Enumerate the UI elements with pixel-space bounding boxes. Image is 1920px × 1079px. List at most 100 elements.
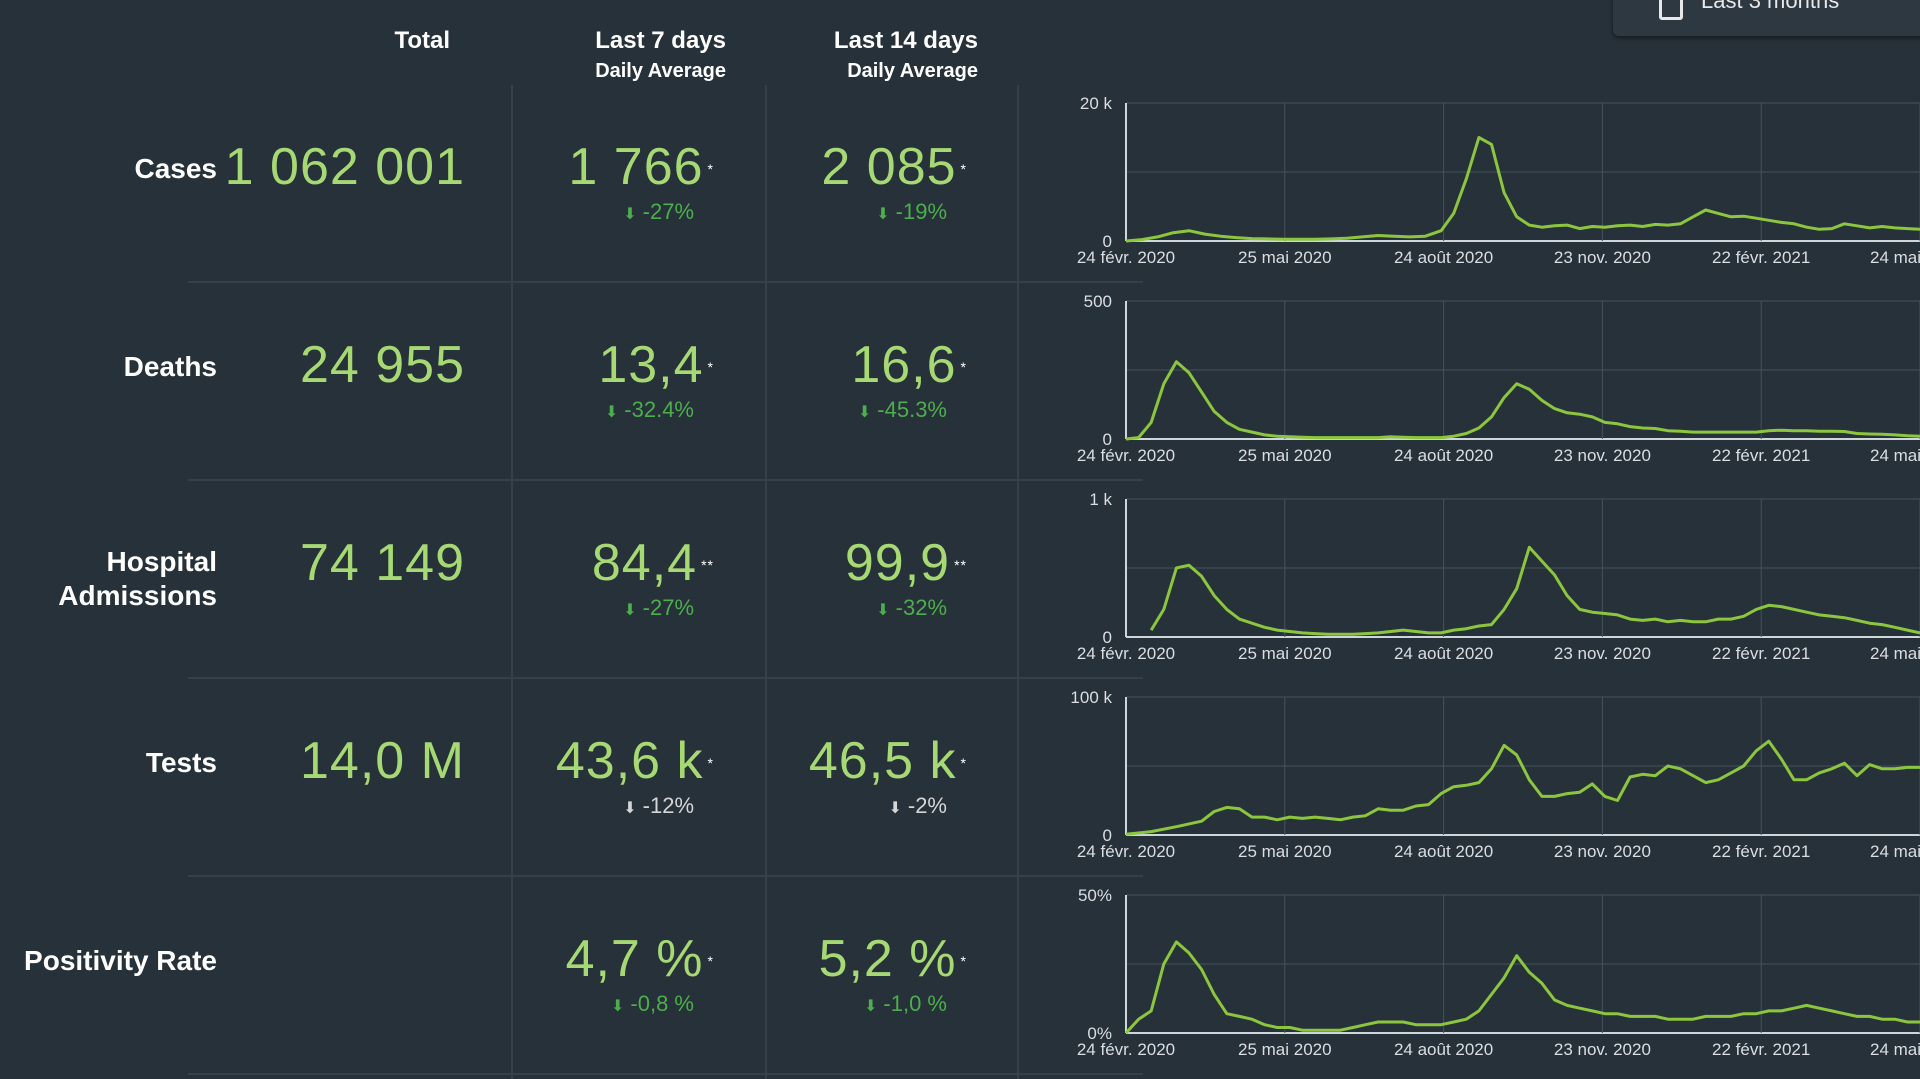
change-percent: -27% [642, 595, 694, 620]
change-percent: -12% [642, 793, 694, 818]
arrow-down-icon: ⬇ [888, 800, 902, 817]
last7-change: ⬇ -12% [623, 793, 694, 822]
last14-average-value: 2 085 * [821, 137, 967, 197]
change-percent: -19% [895, 199, 947, 224]
column-divider [1017, 85, 1019, 1079]
metric-label-line2: Admissions [58, 580, 217, 611]
x-tick-label: 22 févr. 2021 [1712, 446, 1810, 465]
series-line [1125, 739, 1920, 836]
metric-label: Deaths [124, 350, 217, 384]
metric-label-line1: Hospital [106, 546, 217, 577]
last7-change: ⬇ -27% [623, 595, 694, 624]
y-tick-label: 1 k [1089, 490, 1112, 509]
row-divider [188, 479, 1143, 481]
last14-average-value: 99,9 ** [845, 533, 967, 593]
y-tick-label: 0 [1103, 628, 1112, 647]
last14-change: ⬇ -2% [888, 793, 947, 822]
last-3-months-checkbox[interactable] [1659, 0, 1683, 20]
change-percent: -27% [642, 199, 694, 224]
change-percent: -32% [895, 595, 947, 620]
average-number: 1 766 [568, 138, 704, 196]
x-tick-label: 23 nov. 2020 [1554, 1040, 1651, 1059]
x-tick-label: 24 août 2020 [1394, 644, 1493, 663]
y-tick-label: 0% [1087, 1024, 1112, 1043]
x-tick-label: 25 mai 2020 [1238, 1040, 1332, 1059]
average-number: 13,4 [598, 336, 704, 394]
last14-average-value: 16,6 * [851, 335, 967, 395]
line-chart-svg: 24 févr. 2020 25 mai 2020 24 août 2020 23 n… [1070, 688, 1920, 861]
last7-average-value: 1 766 * [568, 137, 714, 197]
trend-chart: 24 févr. 2020 25 mai 2020 24 août 2020 23 n… [1060, 481, 1920, 663]
last14-average-value: 5,2 % * [819, 929, 967, 989]
average-number: 46,5 k [808, 732, 957, 790]
average-number: 84,4 [591, 534, 698, 592]
average-number: 5,2 % [818, 930, 957, 988]
metric-label: Cases [134, 152, 217, 186]
series-line [1124, 940, 1920, 1035]
metric-label-line1: Positivity Rate [24, 945, 217, 976]
last7-change: ⬇ -27% [623, 199, 694, 228]
trend-chart: 24 févr. 2020 25 mai 2020 24 août 2020 23 n… [1060, 877, 1920, 1059]
x-tick-label: 22 févr. 2021 [1712, 842, 1810, 861]
footnote-marker: * [960, 161, 967, 177]
x-tick-label: 24 août 2020 [1394, 248, 1493, 267]
x-tick-label: 24 févr. 2020 [1077, 248, 1175, 267]
last7-average-value: 13,4 * [598, 335, 714, 395]
metric-label-line1: Cases [134, 153, 217, 184]
column-header-total: Total [300, 26, 450, 56]
row-divider [188, 281, 1143, 283]
last14-change: ⬇ -1,0 % [864, 991, 947, 1020]
y-tick-label: 0 [1103, 430, 1112, 449]
column-header-total-label: Total [394, 27, 450, 54]
metric-row: Positivity Rate 4,7 % * ⬇ -0,8 % 5,2 % * ⬇ -1,0 … [0, 877, 1920, 1075]
average-number: 2 085 [821, 138, 957, 196]
x-tick-label: 25 mai 2020 [1238, 446, 1332, 465]
metric-label: Positivity Rate [24, 944, 217, 978]
x-tick-label: 24 mai 20 [1870, 248, 1920, 267]
date-filter-panel: Last 3 months [1613, 0, 1920, 36]
x-tick-label: 24 févr. 2020 [1077, 1040, 1175, 1059]
x-tick-label: 23 nov. 2020 [1554, 842, 1651, 861]
last-3-months-label[interactable]: Last 3 months [1701, 0, 1840, 13]
last7-average-value: 4,7 % * [566, 929, 714, 989]
x-tick-label: 25 mai 2020 [1238, 248, 1332, 267]
metric-label: Tests [146, 746, 217, 780]
last7-change: ⬇ -32.4% [605, 397, 694, 426]
x-tick-label: 24 févr. 2020 [1077, 842, 1175, 861]
footnote-marker: ** [701, 557, 714, 573]
last7-change: ⬇ -0,8 % [611, 991, 694, 1020]
arrow-down-icon: ⬇ [857, 404, 872, 421]
metric-row: Tests 14,0 M 43,6 k * ⬇ -12% 46,5 k * ⬇ -2% 24 fév… [0, 679, 1920, 877]
y-tick-label: 100 k [1070, 688, 1112, 707]
x-tick-label: 22 févr. 2021 [1712, 644, 1810, 663]
arrow-down-icon: ⬇ [604, 404, 619, 421]
x-tick-label: 23 nov. 2020 [1554, 644, 1651, 663]
column-header-last14-label: Last 14 days [833, 27, 978, 54]
x-tick-label: 25 mai 2020 [1238, 842, 1332, 861]
y-tick-label: 0 [1103, 826, 1112, 845]
row-divider [188, 677, 1143, 679]
arrow-down-icon: ⬇ [623, 602, 637, 619]
total-value: 24 955 [299, 336, 465, 394]
last14-change: ⬇ -45.3% [858, 397, 947, 426]
trend-chart: 24 févr. 2020 25 mai 2020 24 août 2020 23 n… [1060, 283, 1920, 465]
last14-average-value: 46,5 k * [809, 731, 967, 791]
row-divider [188, 1073, 1143, 1075]
series-line [1125, 360, 1920, 441]
x-tick-label: 24 févr. 2020 [1077, 446, 1175, 465]
column-header-last14-sub: Daily Average [847, 60, 978, 82]
last14-change: ⬇ -19% [876, 199, 947, 228]
x-tick-label: 24 févr. 2020 [1077, 644, 1175, 663]
column-header-last7-label: Last 7 days [595, 27, 726, 54]
column-header-last7-sub: Daily Average [595, 60, 726, 82]
average-number: 43,6 k [555, 732, 704, 790]
x-tick-label: 24 mai 20 [1870, 446, 1920, 465]
arrow-down-icon: ⬇ [864, 998, 878, 1015]
line-chart-svg: 24 févr. 2020 25 mai 2020 24 août 2020 23 n… [1077, 94, 1920, 267]
total-value: 74 149 [299, 534, 465, 592]
x-tick-label: 24 août 2020 [1394, 446, 1493, 465]
footnote-marker: * [960, 755, 967, 771]
arrow-down-icon: ⬇ [876, 206, 890, 223]
x-tick-label: 24 août 2020 [1394, 842, 1493, 861]
